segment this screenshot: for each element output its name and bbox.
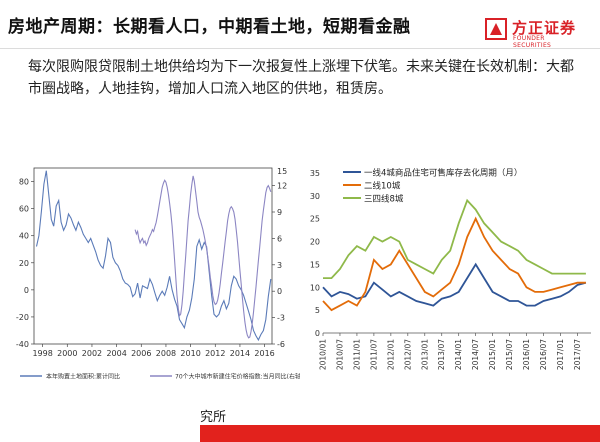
x-tick-label: 2015/01 bbox=[488, 339, 497, 370]
legend-label: 二线10城 bbox=[364, 181, 401, 192]
left-y-tick-label: -40 bbox=[16, 340, 29, 349]
company-logo: 方正证券 FOUNDER SECURITIES bbox=[485, 18, 585, 49]
x-tick-label: 2013/07 bbox=[437, 339, 446, 370]
left-y-tick-label: 20 bbox=[19, 259, 29, 268]
title-divider bbox=[0, 48, 600, 49]
legend-label: 一线4城商品住宅可售库存去化周期（月） bbox=[364, 168, 522, 179]
left-y-tick-label: 80 bbox=[19, 178, 29, 187]
x-tick-label: 2017/07 bbox=[573, 339, 582, 370]
left-x-tick-label: 2000 bbox=[57, 349, 77, 358]
right-y-tick-label: -3 bbox=[277, 314, 285, 323]
left-x-tick-label: 2002 bbox=[82, 349, 102, 358]
x-tick-label: 2011/01 bbox=[352, 339, 361, 370]
y-tick-label: 5 bbox=[315, 306, 320, 315]
x-tick-label: 2012/01 bbox=[386, 339, 395, 370]
series-line bbox=[322, 262, 587, 307]
legend-label: 70个大中城市新建住宅价格指数:当月同比(右轴) bbox=[175, 373, 300, 381]
left-y-tick-label: 40 bbox=[19, 232, 29, 241]
right-y-tick-label: 0 bbox=[277, 287, 282, 296]
x-tick-label: 2010/01 bbox=[319, 339, 328, 370]
logo-mark-icon bbox=[485, 18, 507, 40]
footer-label: 究所 bbox=[200, 410, 227, 425]
footer-bar bbox=[200, 425, 600, 442]
legend-label: 三四线8城 bbox=[364, 194, 404, 205]
right-y-tick-label: -6 bbox=[277, 340, 285, 349]
y-tick-label: 30 bbox=[310, 192, 320, 201]
left-x-tick-label: 2004 bbox=[106, 349, 126, 358]
series-line bbox=[323, 198, 586, 279]
x-tick-label: 2016/01 bbox=[522, 339, 531, 370]
left-y-tick-label: 0 bbox=[24, 286, 29, 295]
y-tick-label: 10 bbox=[310, 283, 320, 292]
x-tick-label: 2014/01 bbox=[454, 339, 463, 370]
x-tick-label: 2016/07 bbox=[539, 339, 548, 370]
left-x-tick-label: 2008 bbox=[156, 349, 176, 358]
x-tick-label: 2013/01 bbox=[420, 339, 429, 370]
right-y-tick-label: 9 bbox=[277, 208, 282, 217]
left-x-tick-label: 2006 bbox=[131, 349, 151, 358]
logo-name-cn: 方正证券 bbox=[512, 19, 577, 37]
left-x-tick-label: 2016 bbox=[254, 349, 274, 358]
left-plot-frame bbox=[33, 167, 273, 345]
y-tick-label: 0 bbox=[315, 329, 320, 338]
left-x-tick-label: 1998 bbox=[32, 349, 52, 358]
left-x-tick-label: 2014 bbox=[230, 349, 250, 358]
x-tick-label: 2011/07 bbox=[369, 339, 378, 370]
left-y-tick-label: 60 bbox=[19, 205, 29, 214]
y-tick-label: 20 bbox=[310, 238, 320, 247]
right-y-tick-label: 15 bbox=[277, 167, 287, 176]
left-y-tick-label: -20 bbox=[16, 313, 29, 322]
y-tick-label: 15 bbox=[310, 260, 320, 269]
x-tick-label: 2010/07 bbox=[336, 339, 345, 370]
inventory-cycle-chart: 0 5 10 15 20 25 30 35 2010/01 2010/07 2011/01 2011/… bbox=[310, 168, 591, 370]
x-tick-label: 2014/07 bbox=[471, 339, 480, 370]
right-y-tick-label: 12 bbox=[277, 182, 287, 191]
x-tick-label: 2015/07 bbox=[505, 339, 514, 370]
left-x-tick-label: 2010 bbox=[180, 349, 200, 358]
land-purchase-vs-price-chart: -40 -20 0 20 40 60 80 -6 -3 0 3 6 9 12 15 1998 2000 2002 2… bbox=[16, 167, 300, 381]
series-line bbox=[322, 216, 586, 312]
x-tick-label: 2017/01 bbox=[556, 339, 565, 370]
right-y-tick-label: 3 bbox=[277, 261, 282, 270]
slide-title: 房地产周期：长期看人口，中期看土地，短期看金融 bbox=[8, 17, 411, 37]
x-tick-label: 2012/07 bbox=[403, 339, 412, 370]
y-tick-label: 25 bbox=[310, 215, 320, 224]
y-tick-label: 35 bbox=[310, 169, 320, 178]
series-line bbox=[35, 170, 272, 342]
right-y-tick-label: 6 bbox=[277, 234, 282, 243]
body-paragraph: 每次限购限贷限制土地供给均为下一次报复性上涨埋下伏笔。未来关键在长效机制：大都市… bbox=[28, 59, 574, 97]
legend-label: 本年购置土地面积:累计同比 bbox=[46, 373, 120, 381]
logo-name-en: FOUNDER SECURITIES bbox=[513, 35, 552, 49]
left-x-tick-label: 2012 bbox=[205, 349, 225, 358]
series-line bbox=[134, 175, 272, 339]
